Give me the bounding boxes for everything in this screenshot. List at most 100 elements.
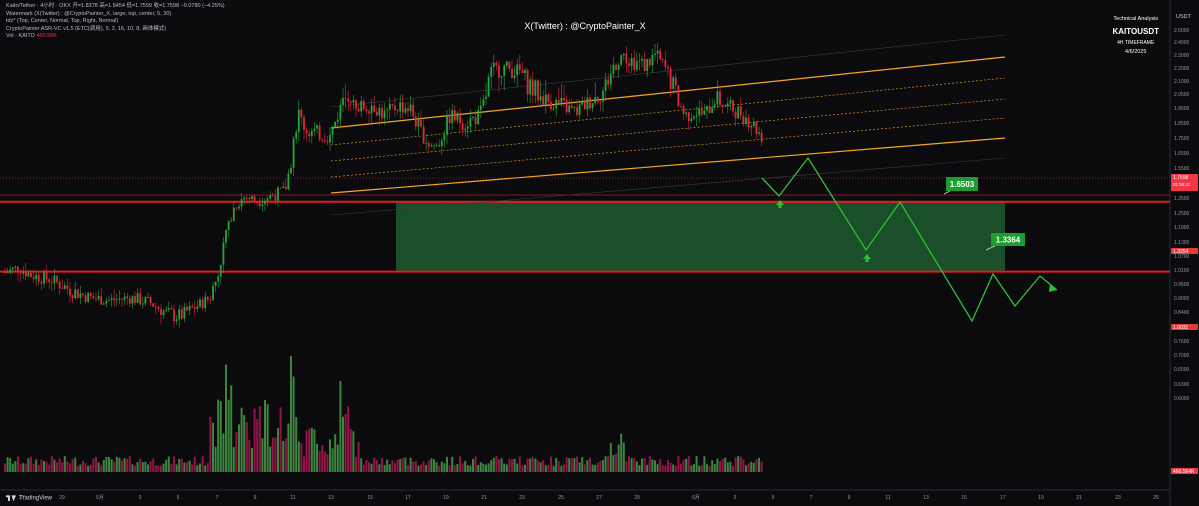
volume-bar: [105, 456, 108, 472]
candle-body: [261, 204, 264, 207]
volume-bar: [407, 465, 409, 472]
candle-body: [4, 272, 6, 274]
candle-body: [136, 293, 139, 303]
candle-body: [443, 134, 446, 141]
volume-bar: [422, 461, 425, 472]
candle-body: [732, 100, 734, 112]
volume-bar: [4, 463, 6, 472]
candle-body: [160, 309, 162, 316]
currency-label: USDT: [1176, 14, 1192, 20]
volume-bar: [134, 465, 136, 472]
volume-bar: [555, 457, 558, 472]
candle-body: [508, 61, 511, 69]
candle-body: [251, 196, 253, 200]
volume-bar: [547, 464, 550, 472]
candle-body: [264, 200, 266, 205]
candle-body: [76, 289, 79, 298]
volume-bar: [417, 465, 420, 472]
candle-body: [121, 298, 123, 300]
price-label-text: 1.7598: [1173, 175, 1189, 181]
candle-body: [433, 145, 435, 147]
volume-bar: [253, 408, 256, 472]
candle-body: [154, 306, 157, 308]
volume-bar: [633, 458, 636, 472]
candle-body: [102, 303, 105, 305]
volume-bar: [716, 458, 719, 472]
volume-bar: [703, 456, 706, 472]
volume-bar: [368, 462, 370, 472]
candle-body: [576, 107, 578, 115]
volume-bar: [620, 433, 623, 472]
volume-bar: [706, 464, 708, 472]
candle-body: [690, 118, 693, 121]
volume-bar: [438, 465, 441, 472]
candle-body: [513, 75, 516, 78]
volume-bar: [115, 456, 118, 472]
y-tick-label: 0.9500: [1174, 282, 1190, 288]
channel-line: [330, 117, 1006, 178]
price-label-text: 1.0031: [1173, 325, 1189, 331]
volume-bar: [191, 464, 194, 472]
volume-bar: [219, 401, 222, 472]
volume-bar: [521, 465, 524, 472]
x-tick-label: 5: [772, 495, 775, 501]
volume-bar: [479, 462, 482, 472]
annotation-box: [946, 177, 978, 191]
candle-body: [113, 298, 116, 301]
volume-bar: [737, 456, 740, 472]
candle-body: [526, 69, 529, 95]
volume-bar: [602, 460, 604, 472]
x-tick-label: 15: [961, 495, 967, 501]
candle-body: [157, 306, 160, 310]
annotation-pointer: [943, 190, 951, 195]
volume-bar: [474, 456, 477, 472]
candle-body: [677, 85, 680, 107]
volume-bar: [589, 457, 591, 472]
volume-bar: [123, 458, 126, 472]
candle-body: [201, 299, 204, 309]
candle-body: [726, 103, 729, 107]
channel-line: [330, 56, 1006, 129]
candle-body: [108, 299, 110, 301]
candle-body: [412, 104, 415, 117]
candle-body: [175, 319, 178, 322]
volume-bar: [544, 465, 547, 472]
candle-body: [737, 106, 740, 119]
y-tick-label: 0.6000: [1174, 396, 1190, 402]
candle-body: [394, 105, 396, 111]
volume-bar: [305, 430, 308, 472]
candle-body: [118, 298, 121, 300]
candle-body: [115, 299, 118, 301]
candle-body: [479, 105, 482, 110]
candle-body: [703, 110, 706, 115]
candle-body: [461, 123, 464, 131]
volume-bar: [323, 451, 326, 472]
volume-bar: [292, 376, 295, 472]
candle-body: [162, 310, 165, 316]
candle-body: [45, 271, 48, 280]
candle-body: [414, 116, 417, 127]
volume-bar: [394, 463, 396, 472]
candle-body: [167, 308, 170, 310]
candle-body: [352, 100, 355, 103]
annotation-pointer: [985, 245, 996, 251]
volume-bar: [126, 458, 129, 472]
candle-body: [531, 79, 534, 96]
candle-body: [713, 104, 716, 108]
volume-bar: [331, 448, 334, 472]
candle-body: [739, 106, 742, 117]
volume-bar: [329, 439, 331, 472]
volume-bar: [183, 462, 186, 472]
volume-bar: [622, 442, 625, 472]
volume-bar: [539, 462, 542, 472]
candle-body: [503, 65, 506, 76]
x-tick-label: 23: [519, 495, 525, 501]
volume-bar: [27, 458, 30, 472]
volume-bar: [95, 456, 97, 472]
volume-bar: [524, 464, 526, 472]
volume-bar: [180, 458, 183, 472]
volume-bar: [747, 463, 750, 472]
volume-bar: [505, 464, 508, 472]
price-label-box: [1171, 248, 1198, 254]
